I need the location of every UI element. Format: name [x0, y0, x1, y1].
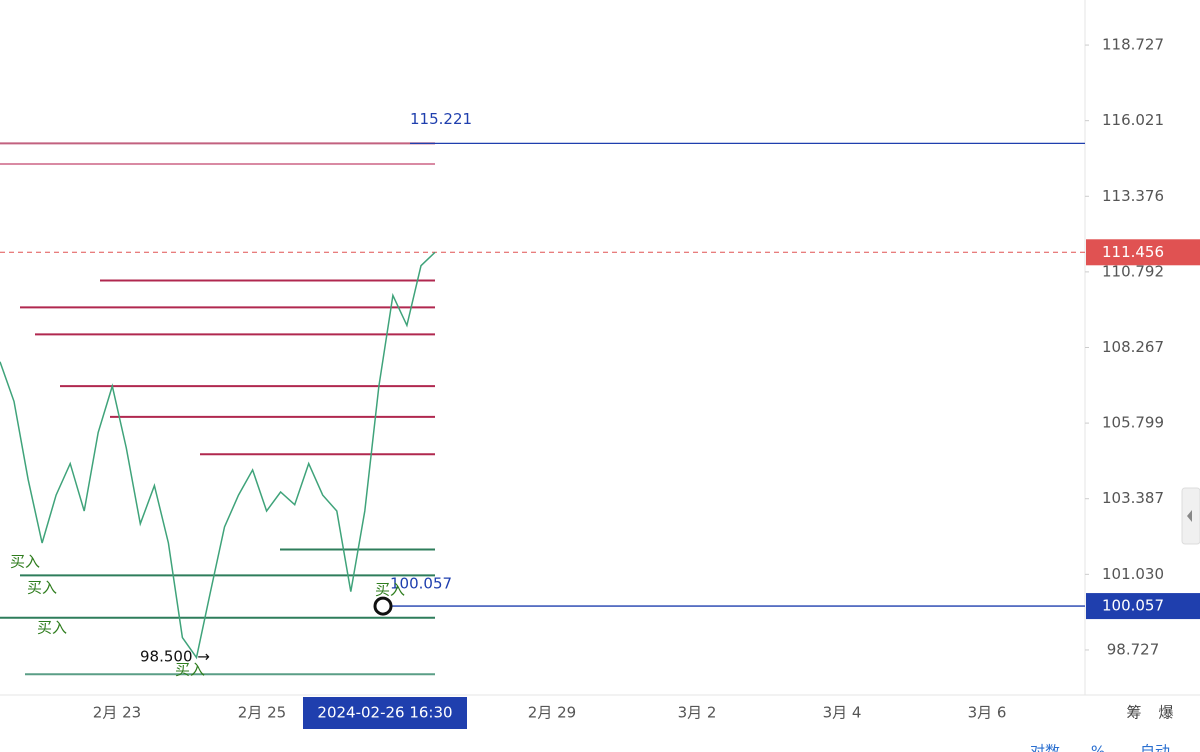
handle-arrow	[1187, 510, 1192, 522]
annotation: 买入	[375, 581, 405, 599]
y-tick-label: 113.376	[1102, 187, 1164, 205]
price-line	[0, 251, 436, 660]
low-label: 100.057	[390, 575, 452, 593]
y-tick-label: 103.387	[1102, 489, 1164, 507]
annotation: 98.500 →	[140, 648, 210, 666]
y-tick-label: 108.267	[1102, 338, 1164, 356]
last-price-label: 111.456	[1102, 243, 1164, 261]
footer-button[interactable]: 对数	[1030, 743, 1060, 752]
toolbar-button[interactable]: 爆	[1158, 704, 1173, 722]
footer-button[interactable]: %	[1091, 743, 1105, 752]
annotation: 买入	[175, 661, 205, 679]
x-tick-label: 3月 4	[823, 704, 862, 722]
y-tick-label: 116.021	[1102, 111, 1164, 129]
y-tick-label: 110.792	[1102, 262, 1164, 280]
footer-button[interactable]: 自动	[1140, 743, 1170, 752]
low-badge	[1086, 593, 1200, 620]
last-price-badge	[1086, 239, 1200, 266]
x-tick-label: 3月 2	[678, 704, 717, 722]
y-tick-label: 101.030	[1102, 565, 1164, 583]
toolbar-button[interactable]: 筹	[1126, 704, 1141, 722]
crosshair-label: 2024-02-26 16:30	[317, 704, 452, 722]
low-marker	[373, 596, 393, 616]
annotation: 买入	[37, 619, 67, 637]
x-tick-label: 3月 6	[968, 704, 1007, 722]
annotation: 买入	[10, 553, 40, 571]
y-tick-label: 105.799	[1102, 414, 1164, 432]
annotation: 买入	[27, 579, 57, 597]
x-tick-label: 2月 25	[238, 704, 286, 722]
y-tick-label: 118.727	[1102, 36, 1164, 54]
crosshair-badge	[303, 697, 467, 729]
high-label: 115.221	[410, 110, 472, 128]
x-tick-label: 2月 23	[93, 704, 141, 722]
low-badge-label: 100.057	[1102, 597, 1164, 615]
y-tick-label: 98.727	[1107, 640, 1160, 658]
x-tick-label: 2月 29	[528, 704, 576, 722]
